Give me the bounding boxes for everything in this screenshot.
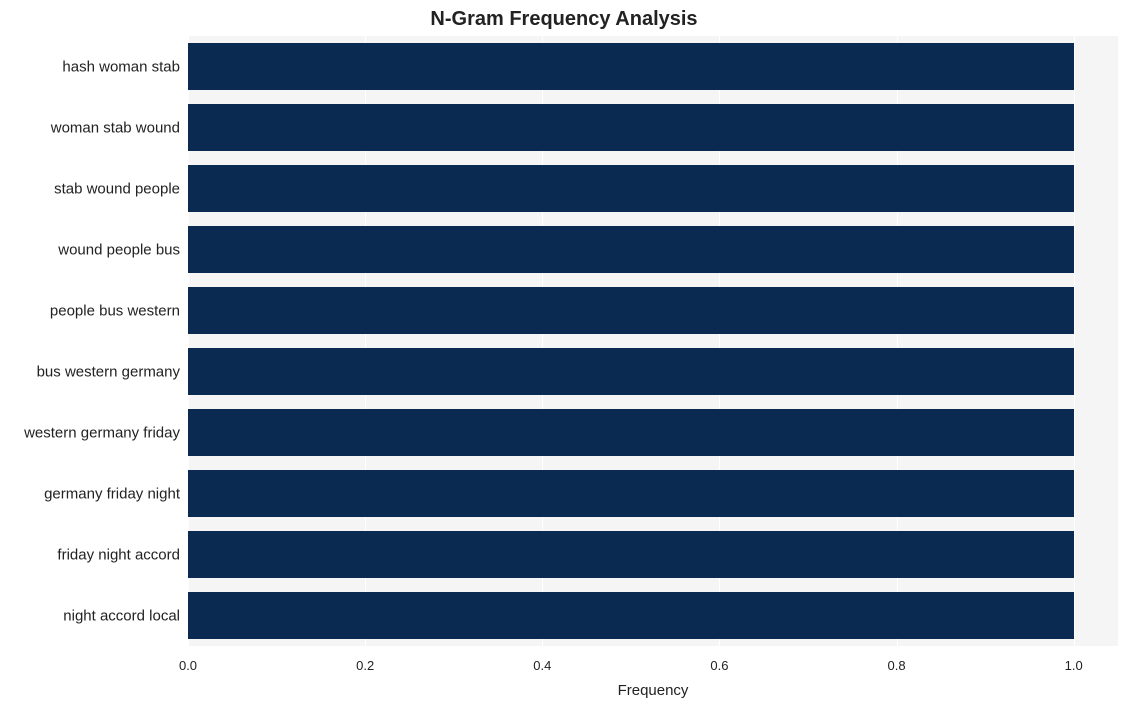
bar — [188, 531, 1074, 579]
bar — [188, 409, 1074, 457]
y-tick-label: wound people bus — [58, 241, 188, 258]
x-tick-label: 0.2 — [356, 646, 374, 673]
x-tick-label: 1.0 — [1065, 646, 1083, 673]
bar — [188, 226, 1074, 274]
bar — [188, 348, 1074, 396]
bar — [188, 104, 1074, 152]
x-tick-label: 0.8 — [888, 646, 906, 673]
y-tick-label: woman stab wound — [51, 119, 188, 136]
gridline — [1074, 36, 1075, 646]
x-tick-label: 0.6 — [710, 646, 728, 673]
bar — [188, 592, 1074, 640]
chart-title: N-Gram Frequency Analysis — [0, 8, 1128, 31]
y-tick-label: western germany friday — [24, 424, 188, 441]
y-tick-label: germany friday night — [44, 485, 188, 502]
y-tick-label: people bus western — [50, 302, 188, 319]
ngram-frequency-chart: N-Gram Frequency Analysis Frequency hash… — [0, 0, 1128, 701]
x-tick-label: 0.4 — [533, 646, 551, 673]
y-tick-label: night accord local — [63, 607, 188, 624]
y-tick-label: stab wound people — [54, 180, 188, 197]
plot-area: Frequency hash woman stabwoman stab woun… — [188, 36, 1118, 646]
y-tick-label: friday night accord — [57, 546, 188, 563]
bar — [188, 165, 1074, 213]
x-axis-title: Frequency — [188, 682, 1118, 699]
y-tick-label: bus western germany — [37, 363, 188, 380]
y-tick-label: hash woman stab — [62, 58, 188, 75]
bar — [188, 287, 1074, 335]
bar — [188, 470, 1074, 518]
x-tick-label: 0.0 — [179, 646, 197, 673]
bar — [188, 43, 1074, 91]
